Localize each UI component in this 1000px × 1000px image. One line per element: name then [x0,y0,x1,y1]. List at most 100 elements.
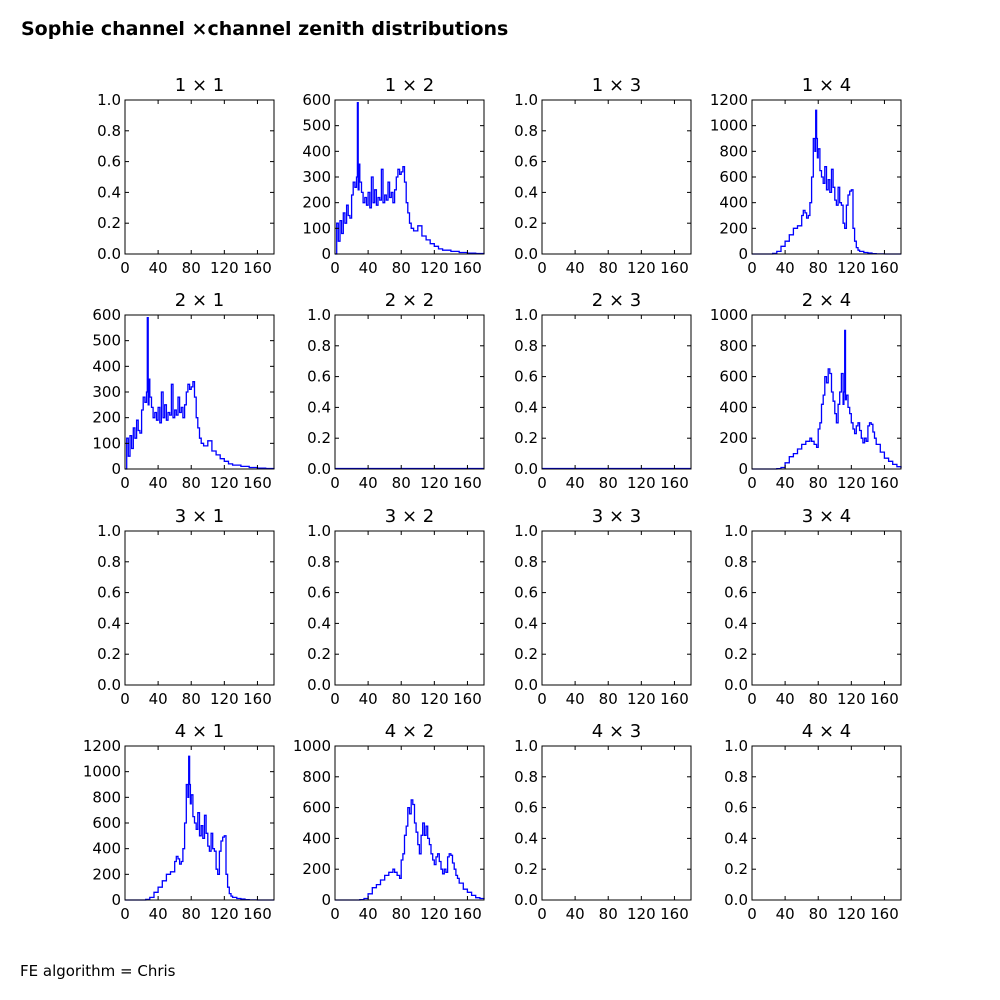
y-tick-label: 0.0 [514,460,538,478]
y-tick-label: 200 [302,860,331,878]
y-tick-label: 0.8 [307,553,331,571]
y-tick-label: 600 [302,799,331,817]
y-tick-label: 1.0 [724,522,748,540]
x-tick-label: 0 [120,905,130,923]
x-tick-label: 40 [359,259,378,277]
y-tick-label: 1200 [83,737,121,755]
axes-frame [751,530,902,686]
subplot-1-1: 1 × 1 0 40 80 120 160 0.0 0.2 0.4 0.6 0.8 1.0 [97,75,275,277]
subplot-title: 3 × 2 [385,506,434,527]
x-tick-label: 40 [149,259,168,277]
y-tick-label: 1.0 [307,306,331,324]
x-tick-label: 40 [359,905,378,923]
y-tick-label: 1.0 [724,737,748,755]
axes-frame [124,530,275,686]
x-tick-label: 120 [837,690,866,708]
subplot-2-1: 2 × 1 0 40 80 120 160 0 100 200 300 400 500 600 [92,290,275,492]
x-tick-label: 0 [537,474,547,492]
x-tick-label: 0 [330,690,340,708]
footer-note: FE algorithm = Chris [20,962,176,980]
y-tick-label: 0.2 [514,214,538,232]
x-tick-label: 80 [809,259,828,277]
y-tick-label: 0.0 [514,245,538,263]
subplot-3-2: 3 × 2 0 40 80 120 160 0.0 0.2 0.4 0.6 0.8 1.0 [307,506,485,708]
x-tick-label: 120 [627,690,656,708]
y-tick-label: 800 [92,788,121,806]
axes-frame [541,99,692,255]
x-tick-label: 120 [420,690,449,708]
x-tick-label: 160 [453,690,482,708]
x-tick-label: 0 [330,474,340,492]
y-tick-label: 0.4 [97,183,121,201]
y-tick-label: 1.0 [514,91,538,109]
y-tick-label: 0 [111,891,121,909]
x-tick-label: 160 [660,905,689,923]
subplot-title: 3 × 4 [802,506,851,527]
y-tick-label: 100 [302,219,331,237]
x-tick-label: 40 [566,259,585,277]
y-tick-label: 0.2 [97,645,121,663]
x-tick-label: 120 [627,259,656,277]
subplot-2-3: 2 × 3 0 40 80 120 160 0.0 0.2 0.4 0.6 0.8 1.0 [514,290,692,492]
y-tick-label: 1.0 [514,306,538,324]
y-tick-label: 0.2 [97,214,121,232]
x-tick-label: 120 [420,905,449,923]
subplot-2-2: 2 × 2 0 40 80 120 160 0.0 0.2 0.4 0.6 0.8 1.0 [307,290,485,492]
y-tick-label: 0.2 [514,860,538,878]
subplot-1-3: 1 × 3 0 40 80 120 160 0.0 0.2 0.4 0.6 0.8 1.0 [514,75,692,277]
subplot-title: 2 × 2 [385,290,434,311]
y-tick-label: 0.6 [307,584,331,602]
y-tick-label: 1.0 [97,522,121,540]
y-tick-label: 400 [92,357,121,375]
subplot-title: 4 × 2 [385,721,434,742]
y-tick-label: 0.4 [724,829,748,847]
y-tick-label: 0.0 [307,676,331,694]
x-tick-label: 40 [566,690,585,708]
figure-title: Sophie channel ×channel zenith distribut… [21,18,509,40]
x-tick-label: 40 [359,474,378,492]
y-tick-label: 300 [302,168,331,186]
x-tick-label: 80 [392,690,411,708]
y-tick-label: 0.8 [514,553,538,571]
subplot-4-4: 4 × 4 0 40 80 120 160 0.0 0.2 0.4 0.6 0.8 1.0 [724,721,902,923]
x-tick-label: 160 [660,474,689,492]
x-tick-label: 80 [599,259,618,277]
x-tick-label: 0 [747,905,757,923]
y-tick-label: 600 [719,168,748,186]
axes-frame [541,530,692,686]
y-tick-label: 0.2 [724,645,748,663]
histogram-series [752,109,901,255]
y-tick-label: 1000 [710,117,748,135]
axes-frame [541,745,692,901]
x-tick-label: 80 [182,905,201,923]
x-tick-label: 80 [809,905,828,923]
x-tick-label: 40 [149,474,168,492]
x-tick-label: 0 [120,259,130,277]
x-tick-label: 160 [243,259,272,277]
y-tick-label: 0 [738,245,748,263]
y-tick-label: 800 [302,768,331,786]
x-tick-label: 40 [776,690,795,708]
y-tick-label: 0.0 [514,891,538,909]
x-tick-label: 80 [599,905,618,923]
y-tick-label: 1000 [83,763,121,781]
histogram-series [335,101,485,255]
x-tick-label: 0 [330,905,340,923]
y-tick-label: 0.4 [514,398,538,416]
y-tick-label: 0.2 [724,860,748,878]
subplot-3-1: 3 × 1 0 40 80 120 160 0.0 0.2 0.4 0.6 0.8 1.0 [97,506,275,708]
y-tick-label: 1000 [293,737,331,755]
y-tick-label: 0.6 [97,584,121,602]
x-tick-label: 40 [149,905,168,923]
x-tick-label: 40 [566,474,585,492]
subplot-title: 1 × 2 [385,75,434,96]
y-tick-label: 1000 [710,306,748,324]
subplot-1-4: 1 × 4 0 40 80 120 160 0 200 400 600 800 1000 1200 [710,75,902,277]
y-tick-label: 600 [302,91,331,109]
y-tick-label: 0.0 [97,676,121,694]
subplot-title: 3 × 3 [592,506,641,527]
x-tick-label: 160 [453,905,482,923]
y-tick-label: 0.4 [724,614,748,632]
y-tick-label: 400 [719,194,748,212]
y-tick-label: 0.4 [514,614,538,632]
